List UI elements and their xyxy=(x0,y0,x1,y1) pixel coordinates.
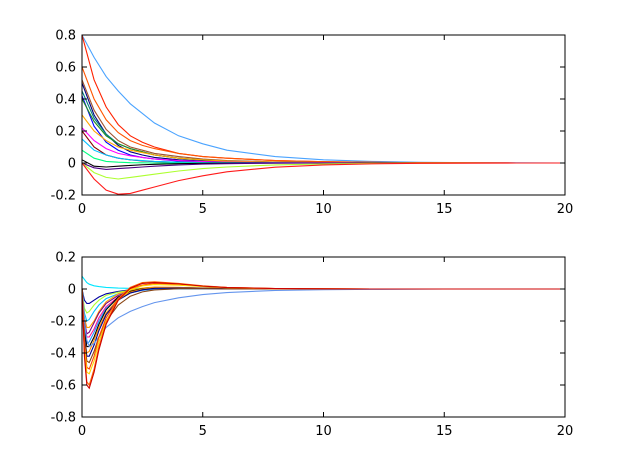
series-line-9 xyxy=(82,114,565,164)
y-tick-label: 0.4 xyxy=(55,93,76,108)
axes-frame xyxy=(81,256,566,418)
y-tick-label: -0.2 xyxy=(51,315,76,330)
y-tick-label: -0.2 xyxy=(51,189,76,204)
x-tick-label: 5 xyxy=(199,202,207,217)
y-tick-label: 0.6 xyxy=(55,61,76,76)
series-line-10 xyxy=(82,286,565,354)
series-line-2 xyxy=(82,288,565,304)
x-tick-label: 5 xyxy=(199,424,207,439)
series-line-2 xyxy=(82,35,565,164)
series-line-3 xyxy=(82,288,565,314)
series-line-9 xyxy=(82,287,565,348)
series-line-1 xyxy=(82,35,565,164)
series-group xyxy=(82,275,565,390)
x-tick-label: 0 xyxy=(78,424,86,439)
series-line-7 xyxy=(82,287,565,338)
top-subplot: 0 5 10 15 20-0.200.20.40.60.8 xyxy=(51,29,574,218)
series-line-6 xyxy=(82,287,565,335)
series-line-15 xyxy=(82,283,565,375)
bottom-subplot: 0 5 10 15 20 -0.8 -0.6 -0.4 -0.2 0 0.2 xyxy=(51,251,574,440)
axes-frame xyxy=(81,34,566,196)
series-line-5 xyxy=(82,286,565,328)
series-line-16 xyxy=(82,281,565,387)
y-tick-label: 0.2 xyxy=(55,125,76,140)
series-group xyxy=(82,35,565,195)
x-tick-label: 10 xyxy=(315,424,332,439)
series-line-13 xyxy=(82,288,565,364)
y-tick-label: 0 xyxy=(68,283,76,298)
y-tick-label: 0 xyxy=(68,157,76,172)
x-tick-label: 10 xyxy=(315,202,332,217)
series-line-6 xyxy=(82,90,565,164)
series-line-17 xyxy=(82,282,565,390)
series-line-12 xyxy=(82,288,565,348)
y-tick-label: -0.6 xyxy=(51,379,76,394)
x-tick-label: 15 xyxy=(436,424,453,439)
series-line-17 xyxy=(82,162,565,195)
series-line-8 xyxy=(82,287,565,345)
x-tick-label: 20 xyxy=(557,424,574,439)
series-line-14 xyxy=(82,282,565,370)
series-line-4 xyxy=(82,288,565,322)
y-tick-label: 0.2 xyxy=(55,251,76,266)
y-tick-label: -0.8 xyxy=(51,411,76,426)
x-tick-label: 20 xyxy=(557,202,574,217)
series-line-11 xyxy=(82,287,565,357)
x-tick-label: 15 xyxy=(436,202,453,217)
y-tick-label: 0.8 xyxy=(55,29,76,44)
series-line-5 xyxy=(82,79,565,164)
x-tick-label: 0 xyxy=(78,202,86,217)
series-line-3 xyxy=(82,66,565,164)
y-tick-label: -0.4 xyxy=(51,347,76,362)
